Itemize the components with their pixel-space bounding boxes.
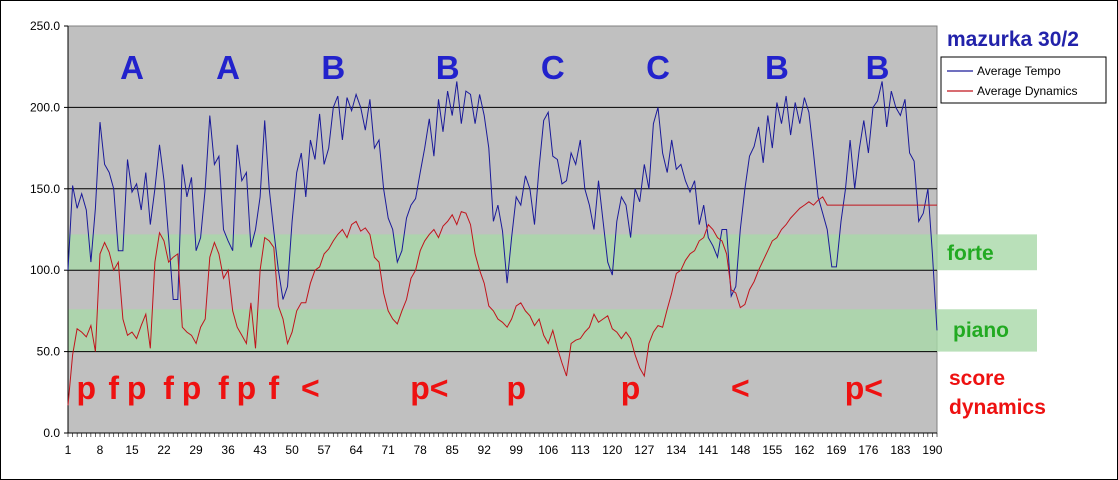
x-tick-label: 183 (890, 443, 910, 457)
score-dynamic-mark: < (731, 370, 750, 406)
score-dynamic-mark: f (218, 370, 229, 406)
x-tick-label: 71 (381, 443, 395, 457)
dynamics-series-line (67, 196, 937, 406)
score-dynamic-mark: f (268, 370, 279, 406)
x-tick-label: 162 (794, 443, 814, 457)
x-tick-label: 92 (478, 443, 492, 457)
section-label: B (436, 49, 460, 86)
legend-label: Average Tempo (977, 64, 1061, 78)
section-label: C (541, 49, 565, 86)
y-tick-label: 0.0 (43, 426, 60, 440)
x-tick-label: 134 (666, 443, 686, 457)
x-tick-label: 106 (538, 443, 558, 457)
x-tick-label: 169 (826, 443, 846, 457)
chart-title: mazurka 30/2 (947, 28, 1079, 51)
section-label: B (866, 49, 890, 86)
score-dynamic-mark: f (108, 370, 119, 406)
x-tick-label: 15 (125, 443, 139, 457)
y-tick-label: 50.0 (37, 345, 61, 359)
x-tick-label: 120 (602, 443, 622, 457)
x-tick-label: 190 (922, 443, 942, 457)
y-tick-label: 100.0 (30, 263, 60, 277)
y-tick-label: 150.0 (30, 182, 60, 196)
score-dynamic-mark: p (506, 370, 526, 406)
score-dynamic-mark: f (163, 370, 174, 406)
x-tick-label: 148 (730, 443, 750, 457)
section-label: A (120, 49, 144, 86)
x-tick-label: 50 (285, 443, 299, 457)
x-tick-label: 85 (446, 443, 460, 457)
legend-label: Average Dynamics (977, 84, 1078, 98)
legend-box (940, 56, 1107, 104)
x-tick-label: 141 (698, 443, 718, 457)
x-tick-label: 29 (189, 443, 203, 457)
x-tick-label: 176 (858, 443, 878, 457)
tempo-series-line (67, 81, 938, 331)
band-forte (68, 234, 1037, 271)
score-dynamic-mark: p (237, 370, 257, 406)
score-dynamic-mark: < (301, 370, 320, 406)
x-tick-label: 57 (317, 443, 331, 457)
x-tick-label: 8 (97, 443, 104, 457)
score-dynamic-mark: p (77, 370, 97, 406)
x-tick-label: 78 (413, 443, 427, 457)
x-tick-label: 113 (571, 443, 590, 457)
x-tick-label: 155 (762, 443, 782, 457)
y-tick-label: 250.0 (30, 19, 60, 33)
score-dynamics-label-line2: dynamics (949, 396, 1046, 419)
x-tick-label: 99 (510, 443, 524, 457)
score-dynamic-mark: p (127, 370, 147, 406)
x-tick-label: 22 (157, 443, 171, 457)
x-tick-label: 127 (634, 443, 654, 457)
x-tick-label: 43 (253, 443, 267, 457)
piano-label: piano (953, 319, 1009, 342)
y-tick-label: 200.0 (30, 100, 60, 114)
section-label: B (765, 49, 789, 86)
score-dynamics-label-line1: score (949, 367, 1005, 390)
section-label: C (646, 49, 670, 86)
x-tick-label: 1 (65, 443, 72, 457)
section-label: A (216, 49, 240, 86)
section-label: B (321, 49, 345, 86)
score-dynamic-mark: p (182, 370, 202, 406)
score-dynamic-mark: p< (845, 370, 883, 406)
x-tick-label: 36 (221, 443, 235, 457)
forte-label: forte (947, 242, 994, 265)
score-dynamic-mark: p< (410, 370, 448, 406)
score-dynamic-mark: p (621, 370, 641, 406)
x-tick-label: 64 (349, 443, 363, 457)
